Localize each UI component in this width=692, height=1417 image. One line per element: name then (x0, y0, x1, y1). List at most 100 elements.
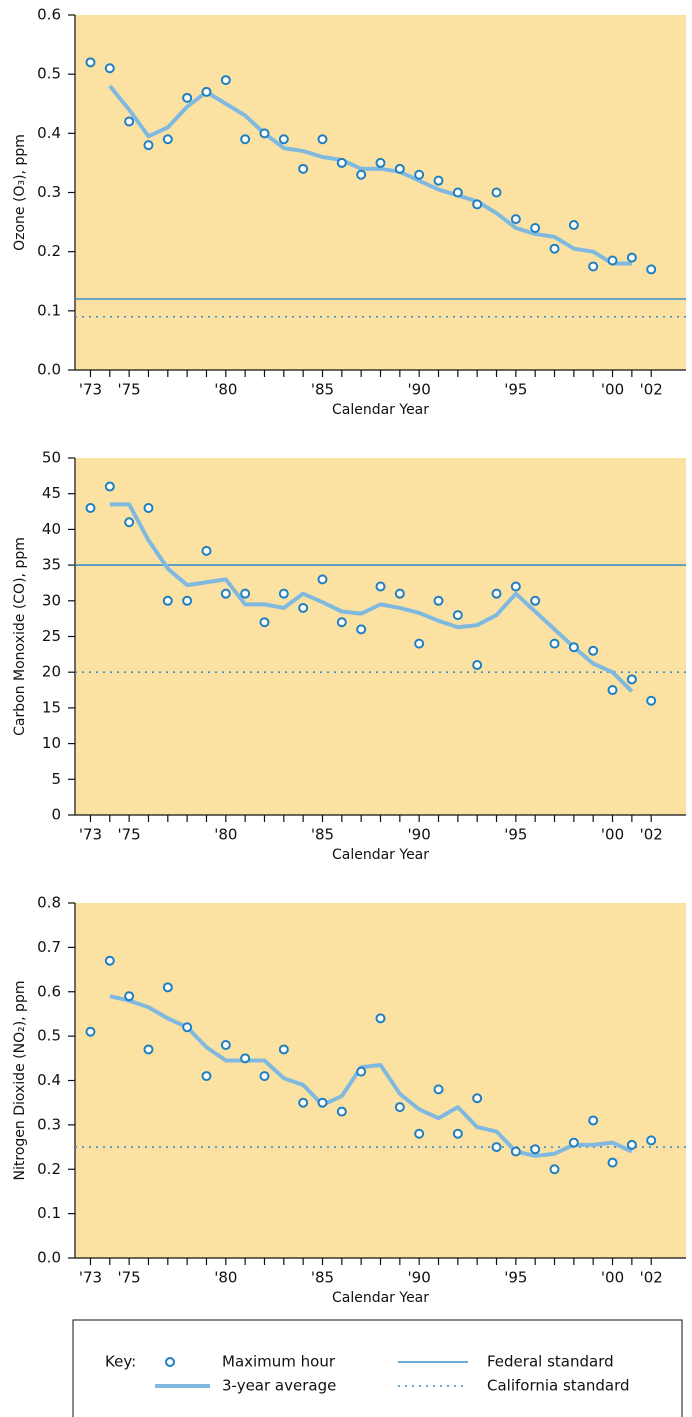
x-tick-label: '73 (79, 381, 102, 399)
y-tick-label: 0.7 (37, 938, 61, 956)
key-title: Key: (105, 1353, 136, 1371)
x-tick-label: '02 (640, 826, 663, 844)
y-tick-label: 0.2 (37, 1160, 61, 1178)
data-point (336, 157, 347, 168)
x-tick-label: '00 (601, 1269, 624, 1287)
y-tick-label: 0.6 (37, 982, 61, 1000)
x-tick-label: '75 (118, 826, 141, 844)
data-point (259, 1071, 270, 1082)
data-point (626, 1139, 637, 1150)
data-point (433, 1084, 444, 1095)
data-point (182, 595, 193, 606)
data-point (646, 1135, 657, 1146)
y-tick-label: 0 (51, 806, 61, 824)
x-tick-label: '90 (408, 826, 431, 844)
data-point (646, 264, 657, 275)
data-point (201, 86, 212, 97)
plot-area (75, 15, 686, 370)
data-point (85, 502, 96, 513)
y-tick-label: 0.2 (37, 242, 61, 260)
data-point (588, 1115, 599, 1126)
data-point (510, 214, 521, 225)
y-tick-label: 0.0 (37, 1249, 61, 1267)
plot-area (75, 903, 686, 1258)
y-axis-title: Carbon Monoxide (CO), ppm (12, 537, 28, 736)
data-point (317, 574, 328, 585)
data-point (104, 63, 115, 74)
data-point (298, 163, 309, 174)
data-point (220, 588, 231, 599)
data-point (510, 581, 521, 592)
data-point (491, 588, 502, 599)
y-tick-label: 0.4 (37, 1071, 61, 1089)
data-point (104, 955, 115, 966)
y-tick-label: 0.5 (37, 65, 61, 83)
x-axis-title: Calendar Year (332, 1290, 429, 1306)
data-point (491, 1142, 502, 1153)
data-point (568, 220, 579, 231)
data-point (568, 642, 579, 653)
data-point (278, 1044, 289, 1055)
y-tick-label: 10 (42, 734, 61, 752)
x-tick-label: '80 (214, 381, 237, 399)
x-tick-label: '02 (640, 1269, 663, 1287)
data-point (124, 517, 135, 528)
data-point (104, 481, 115, 492)
data-point (549, 638, 560, 649)
data-point (298, 1097, 309, 1108)
data-point (356, 624, 367, 635)
data-point (510, 1146, 521, 1157)
y-tick-label: 0.3 (37, 1115, 61, 1133)
data-point (607, 1157, 618, 1168)
data-point (375, 581, 386, 592)
data-point (240, 588, 251, 599)
x-axis-title: Calendar Year (332, 847, 429, 863)
y-tick-label: 30 (42, 591, 61, 609)
data-point (336, 1106, 347, 1117)
y-tick-label: 40 (42, 520, 61, 538)
x-tick-label: '02 (640, 381, 663, 399)
key-marker (165, 1357, 175, 1367)
data-point (143, 502, 154, 513)
data-point (394, 1102, 405, 1113)
data-point (182, 92, 193, 103)
data-point (201, 545, 212, 556)
data-point (452, 610, 463, 621)
data-point (298, 602, 309, 613)
data-point (182, 1022, 193, 1033)
data-point (433, 595, 444, 606)
y-tick-label: 25 (42, 627, 61, 645)
data-point (452, 187, 463, 198)
average-line (109, 994, 633, 1158)
data-point (375, 1013, 386, 1024)
x-tick-label: '90 (408, 381, 431, 399)
data-point (549, 1164, 560, 1175)
x-tick-label: '73 (79, 1269, 102, 1287)
y-tick-label: 20 (42, 663, 61, 681)
data-point (240, 1053, 251, 1064)
data-point (85, 57, 96, 68)
data-point (278, 588, 289, 599)
data-point (472, 660, 483, 671)
x-tick-label: '00 (601, 381, 624, 399)
data-point (143, 1044, 154, 1055)
data-point (162, 595, 173, 606)
data-point (607, 685, 618, 696)
data-point (336, 617, 347, 628)
y-tick-label: 0.4 (37, 124, 61, 142)
data-point (394, 163, 405, 174)
data-point (530, 1144, 541, 1155)
key-box (72, 1319, 683, 1417)
data-point (491, 187, 502, 198)
data-point (356, 169, 367, 180)
average-line (108, 84, 632, 266)
key-label: California standard (487, 1377, 630, 1395)
x-tick-label: '00 (601, 826, 624, 844)
x-tick-label: '85 (311, 826, 334, 844)
data-point (433, 175, 444, 186)
data-point (568, 1137, 579, 1148)
y-tick-label: 0.1 (37, 301, 61, 319)
data-point (414, 169, 425, 180)
data-point (588, 261, 599, 272)
data-point (626, 252, 637, 263)
